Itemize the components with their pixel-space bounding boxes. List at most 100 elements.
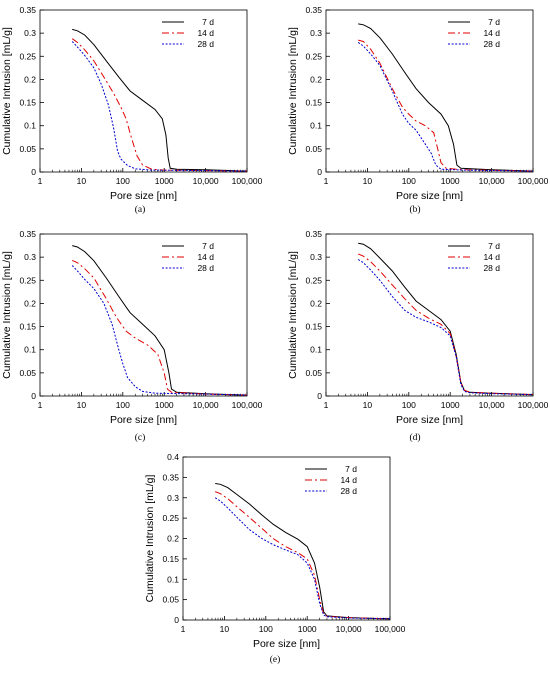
legend-label: 14 d [340,475,357,485]
x-axis-label: Pore size [nm] [110,414,177,426]
x-tick-label: 100,000 [518,176,549,186]
x-tick-label: 10 [220,624,230,634]
x-tick-label: 100 [402,176,416,186]
series-line-7d [72,28,248,172]
legend-label: 14 d [483,28,500,38]
legend-label: 7 d [488,241,500,251]
y-axis-label: Cumulative Intrusion [mL/g] [1,251,13,379]
plot-frame [182,456,391,621]
y-tick-label: 0.05 [162,595,179,605]
y-tick-label: 0.35 [19,229,36,239]
x-tick-label: 1000 [298,624,317,634]
x-tick-label: 1 [38,176,43,186]
x-tick-label: 10,000 [193,400,219,410]
y-tick-label: 0 [317,167,322,177]
chart-panel-c: 1 10 100 1000 10,000 100,000 0 0.05 0.1 0.15 0.2 0.… [1,229,263,443]
chart-panel-a: 1 10 100 1000 10,000 100,000 0 0.05 0.1 0.15 0.2 0.… [1,5,263,215]
x-axis-label: Pore size [nm] [396,414,463,426]
legend-label: 14 d [197,252,214,262]
y-tick-label: 0.2 [24,74,36,84]
x-tick-label: 1 [38,400,43,410]
series-line-28d [357,41,534,172]
y-axis-label: Cumulative Intrusion [mL/g] [144,475,156,603]
y-tick-label: 0.05 [19,144,36,154]
x-tick-label: 10,000 [193,176,219,186]
series-line-28d [71,41,248,172]
panel-caption: (c) [135,432,146,443]
x-tick-label: 10 [77,400,87,410]
series-line-7d [215,483,391,620]
y-tick-label: 0 [31,167,36,177]
y-tick-label: 0.1 [24,345,36,355]
series-line-7d [358,242,534,396]
series-line-7d [72,245,248,396]
x-tick-label: 10 [363,400,373,410]
legend-label: 28 d [197,263,214,273]
y-tick-label: 0.05 [305,144,322,154]
y-tick-label: 0.15 [19,322,36,332]
y-tick-label: 0.1 [310,121,322,131]
y-tick-label: 0.25 [162,513,179,523]
x-tick-label: 1000 [155,400,174,410]
y-tick-label: 0.35 [162,472,179,482]
chart-panel-b: 1 10 100 1000 10,000 100,000 0 0.05 0.1 0.15 0.2 0.… [287,5,549,215]
y-tick-label: 0.25 [305,275,322,285]
y-tick-label: 0.2 [310,298,322,308]
y-tick-label: 0 [31,391,36,401]
y-axis-label: Cumulative Intrusion [mL/g] [1,27,13,155]
y-tick-label: 0.15 [162,554,179,564]
x-tick-label: 100 [402,400,416,410]
y-tick-label: 0.15 [305,98,322,108]
legend-label: 14 d [483,252,500,262]
x-tick-label: 1 [324,400,329,410]
series-line-14d [71,38,248,172]
panel-caption: (e) [270,654,281,665]
chart-panel-e: 1 10 100 1000 10,000 100,000 0 0.05 0.1 0.15 0.2 0.… [144,452,406,665]
x-tick-label: 100 [116,400,130,410]
x-tick-label: 100,000 [518,400,549,410]
y-tick-label: 0.3 [24,28,36,38]
y-axis-label: Cumulative Intrusion [mL/g] [287,27,299,155]
x-axis-label: Pore size [nm] [253,638,320,650]
y-tick-label: 0.2 [167,534,179,544]
y-tick-label: 0.05 [305,368,322,378]
y-tick-label: 0.15 [19,98,36,108]
y-tick-label: 0.1 [167,574,179,584]
x-tick-label: 100 [259,624,273,634]
plot-frame [39,233,248,397]
panel-caption: (a) [135,204,146,215]
plot-frame [325,233,534,397]
panel-caption: (b) [409,204,420,215]
y-tick-label: 0.3 [167,493,179,503]
legend-label: 28 d [197,39,214,49]
x-axis-label: Pore size [nm] [396,190,463,202]
y-tick-label: 0.3 [310,252,322,262]
panel-caption: (d) [409,432,420,443]
y-tick-label: 0.15 [305,322,322,332]
legend-label: 28 d [483,263,500,273]
y-tick-label: 0.1 [24,121,36,131]
y-tick-label: 0.35 [305,5,322,15]
x-tick-label: 1000 [155,176,174,186]
y-tick-label: 0.35 [19,5,36,15]
x-tick-label: 1 [324,176,329,186]
x-tick-label: 100,000 [232,400,263,410]
series-line-28d [214,497,391,620]
legend-label: 28 d [340,486,357,496]
y-tick-label: 0 [317,391,322,401]
y-tick-label: 0.3 [310,28,322,38]
x-axis-label: Pore size [nm] [110,190,177,202]
chart-panel-d: 1 10 100 1000 10,000 100,000 0 0.05 0.1 0.15 0.2 0.… [287,229,549,443]
series-line-28d [357,259,534,396]
x-tick-label: 1 [181,624,186,634]
x-tick-label: 10,000 [479,400,505,410]
y-tick-label: 0.4 [167,452,179,462]
x-tick-label: 1000 [441,176,460,186]
x-tick-label: 1000 [441,400,460,410]
y-axis-label: Cumulative Intrusion [mL/g] [287,251,299,379]
y-tick-label: 0.35 [305,229,322,239]
x-tick-label: 100,000 [232,176,263,186]
x-tick-label: 10,000 [479,176,505,186]
y-tick-label: 0.2 [310,74,322,84]
